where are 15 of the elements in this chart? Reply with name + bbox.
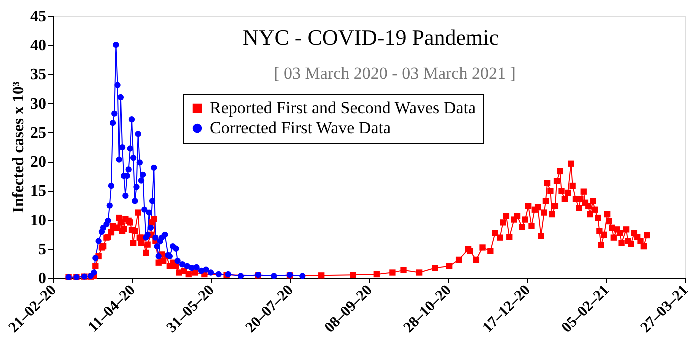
chart-title: NYC - COVID-19 Pandemic (242, 25, 500, 50)
y-tick-label: 15 (30, 183, 46, 200)
y-tick-label: 30 (30, 96, 46, 113)
y-tick-label: 25 (30, 124, 46, 142)
y-axis-title: Infected cases x 10³ (10, 82, 28, 214)
y-tick-label: 35 (30, 66, 46, 84)
text: [ 03 March 2020 - 03 March 2021 ] (274, 64, 516, 83)
y-tick-label: 10 (30, 212, 46, 230)
y-tick-label: 0 (38, 270, 46, 288)
y-tick-label: 20 (30, 154, 46, 172)
y-tick-label: 40 (30, 38, 46, 55)
y-tick-label: 5 (38, 241, 46, 258)
y-tick-label: 45 (30, 8, 46, 26)
legend-label: Corrected First Wave Data (210, 118, 392, 138)
legend-label: Reported First and Second Waves Data (210, 98, 476, 118)
